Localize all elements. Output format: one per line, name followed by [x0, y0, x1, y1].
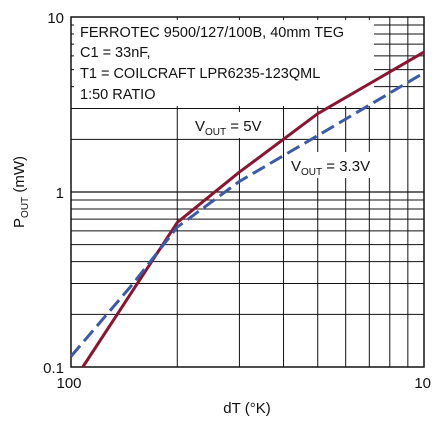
- annotation-line-4: 1:50 RATIO: [80, 87, 155, 103]
- x-tick-label: 10: [414, 375, 431, 392]
- label-vout-3v3: VOUT = 3.3V: [287, 152, 389, 178]
- chart-curves: [69, 50, 425, 368]
- y-axis-label: POUT (mW): [11, 156, 31, 228]
- x-axis-label: dT (°K): [223, 400, 270, 417]
- y-tick-label: 0.1: [43, 360, 64, 377]
- plot-frame: [70, 16, 425, 368]
- annotation-box: FERROTEC 9500/127/100B, 40mm TEG C1 = 33…: [74, 20, 374, 106]
- x-tick-label: 100: [56, 375, 81, 392]
- annotation-line-3: T1 = COILCRAFT LPR6235-123QML: [80, 66, 320, 82]
- y-tick-label: 10: [47, 10, 64, 27]
- tick-labels: 100 10 0.1 1 10: [43, 10, 431, 392]
- svg-text:VOUT = 3.3V: VOUT = 3.3V: [291, 158, 370, 178]
- series-line-1: [69, 71, 425, 358]
- series-line-0: [81, 50, 425, 368]
- svg-text:VOUT = 5V: VOUT = 5V: [195, 118, 262, 138]
- label-vout-5v: VOUT = 5V: [190, 112, 280, 138]
- annotation-line-2: C1 = 33nF,: [80, 45, 151, 61]
- annotation-line-1: FERROTEC 9500/127/100B, 40mm TEG: [80, 25, 344, 41]
- y-tick-label: 1: [56, 185, 64, 202]
